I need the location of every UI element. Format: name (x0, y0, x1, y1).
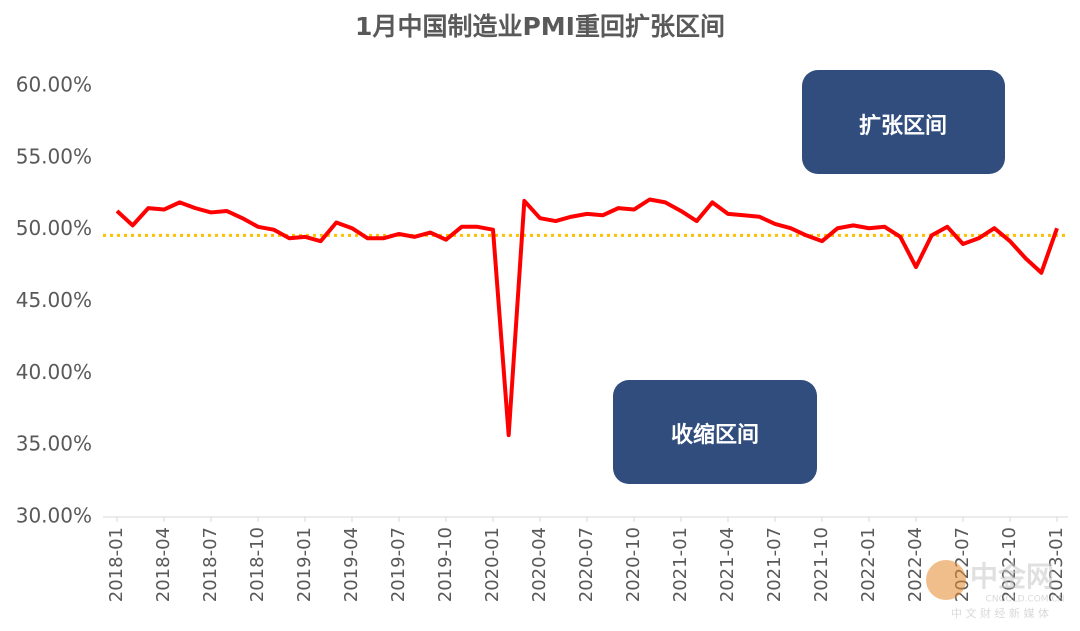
y-tick-label: 35.00% (16, 432, 92, 456)
x-tick-label: 2022-10 (999, 527, 1020, 602)
x-tick-label: 2020-01 (482, 527, 503, 602)
y-tick-label: 50.00% (16, 216, 92, 240)
x-tick-label: 2021-01 (670, 527, 691, 602)
x-tick-label: 2023-01 (1046, 527, 1067, 602)
x-tick-label: 2018-07 (200, 527, 221, 602)
x-tick-label: 2019-10 (435, 527, 456, 602)
x-tick-label: 2018-01 (106, 527, 127, 602)
watermark-logo (926, 560, 966, 600)
y-tick-label: 40.00% (16, 360, 92, 384)
x-tick-label: 2021-10 (811, 527, 832, 602)
x-tick-label: 2019-01 (294, 527, 315, 602)
x-tick-label: 2018-10 (247, 527, 268, 602)
watermark-text: CNGOLD.COM.CN (986, 595, 1065, 605)
watermark: 中金网 CNGOLD.COM.CN 中 文 财 经 新 媒 体 (926, 560, 1064, 620)
plot-area: 30.00% 35.00% 40.00% 45.00% 50.00% 55.00% 60.0… (16, 73, 1068, 602)
annotation: 扩张区间 (859, 114, 947, 139)
x-tick-label: 2021-04 (717, 527, 738, 602)
y-tick-label: 45.00% (16, 288, 92, 312)
x-tick-label: 2019-04 (341, 527, 362, 602)
annotation-box (613, 380, 817, 484)
x-tick-label: 2020-07 (576, 527, 597, 602)
x-tick-label: 2018-04 (153, 527, 174, 602)
data-line (115, 197, 1059, 438)
y-tick-label: 30.00% (16, 504, 92, 528)
chart-title: 1月中国制造业PMI重回扩张区间 (355, 12, 725, 41)
watermark-text: 中金网 (970, 560, 1054, 593)
x-tick-label: 2020-10 (623, 527, 644, 602)
x-tick-label: 2021-07 (764, 527, 785, 602)
x-tick-label: 2022-01 (858, 527, 879, 602)
y-tick-label: 60.00% (16, 73, 92, 97)
annotation-box (802, 70, 1005, 174)
annotation: 收缩区间 (671, 422, 759, 448)
y-tick-label: 55.00% (16, 144, 92, 168)
x-tick-label: 2019-07 (388, 527, 409, 602)
x-tick-label: 2020-04 (529, 527, 550, 602)
watermark-text: 中 文 财 经 新 媒 体 (951, 606, 1049, 620)
x-tick-label: 2022-04 (905, 527, 926, 602)
